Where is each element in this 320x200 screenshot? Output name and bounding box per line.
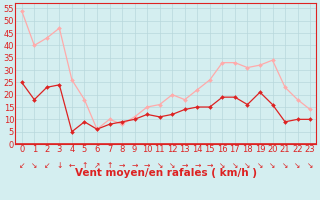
Text: →: →: [181, 161, 188, 170]
Text: ↘: ↘: [156, 161, 163, 170]
Text: ↗: ↗: [94, 161, 100, 170]
Text: →: →: [132, 161, 138, 170]
Text: ↓: ↓: [56, 161, 62, 170]
Text: ↘: ↘: [269, 161, 276, 170]
Text: ↘: ↘: [219, 161, 226, 170]
Text: ↘: ↘: [169, 161, 175, 170]
Text: →: →: [119, 161, 125, 170]
Text: →: →: [144, 161, 150, 170]
Text: ↘: ↘: [232, 161, 238, 170]
Text: ↘: ↘: [282, 161, 288, 170]
Text: →: →: [194, 161, 200, 170]
Text: ↘: ↘: [294, 161, 301, 170]
Text: ↙: ↙: [19, 161, 25, 170]
Text: →: →: [207, 161, 213, 170]
Text: ↙: ↙: [44, 161, 50, 170]
Text: ↘: ↘: [257, 161, 263, 170]
Text: ↑: ↑: [81, 161, 88, 170]
Text: ↘: ↘: [307, 161, 313, 170]
Text: ↘: ↘: [31, 161, 37, 170]
Text: ↘: ↘: [244, 161, 251, 170]
X-axis label: Vent moyen/en rafales ( km/h ): Vent moyen/en rafales ( km/h ): [75, 168, 257, 178]
Text: ←: ←: [69, 161, 75, 170]
Text: ↑: ↑: [106, 161, 113, 170]
